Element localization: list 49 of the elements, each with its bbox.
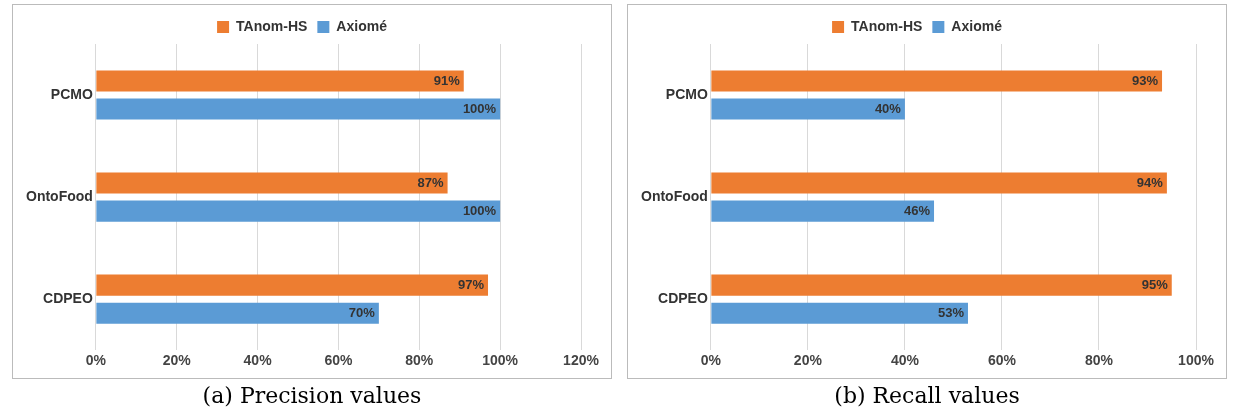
- bar: [711, 70, 1163, 92]
- legend-label: Axiomé: [336, 17, 388, 34]
- x-tick-label: 0%: [85, 352, 107, 369]
- bar: [96, 70, 464, 92]
- x-tick-label: 80%: [405, 352, 434, 369]
- bar: [711, 172, 1167, 194]
- data-label: 53%: [937, 304, 965, 320]
- bar: [711, 200, 935, 222]
- x-tick-label: 20%: [162, 352, 192, 369]
- x-tick-label: 60%: [324, 352, 353, 369]
- x-tick-label: 120%: [563, 352, 600, 369]
- legend-label: TAnom-HS: [851, 17, 923, 34]
- y-tick-label: PCMO: [665, 85, 708, 102]
- y-tick-label: OntoFood: [640, 187, 708, 204]
- bar: [96, 274, 489, 296]
- x-tick-label: 40%: [890, 352, 920, 369]
- text: (b) Recall values: [833, 383, 1021, 408]
- legend-label: TAnom-HS: [236, 17, 308, 34]
- text: (a) Precision values: [201, 383, 423, 408]
- data-label: 40%: [874, 100, 902, 116]
- data-label: 100%: [462, 100, 497, 116]
- data-label: 100%: [462, 202, 497, 218]
- x-tick-label: 20%: [793, 352, 823, 369]
- legend-label: Axiomé: [951, 17, 1003, 34]
- data-label: 93%: [1132, 72, 1159, 88]
- data-label: 95%: [1141, 276, 1169, 292]
- bar: [96, 302, 379, 324]
- bar: [711, 98, 905, 120]
- bar: [96, 172, 448, 194]
- bar: [96, 200, 501, 222]
- x-tick-label: 100%: [1178, 352, 1215, 369]
- data-label: 97%: [457, 276, 485, 292]
- data-label: 94%: [1136, 174, 1164, 190]
- x-tick-label: 0%: [700, 352, 722, 369]
- x-tick-label: 80%: [1084, 352, 1114, 369]
- data-label: 70%: [348, 304, 376, 320]
- bar: [711, 302, 968, 324]
- bar: [96, 98, 501, 120]
- y-tick-label: OntoFood: [25, 187, 93, 204]
- data-label: 46%: [903, 202, 931, 218]
- x-tick-label: 60%: [987, 352, 1017, 369]
- bar: [711, 274, 1172, 296]
- data-label: 87%: [417, 174, 445, 190]
- x-tick-label: 40%: [243, 352, 273, 369]
- data-label: 91%: [433, 72, 461, 88]
- y-tick-label: PCMO: [50, 85, 93, 102]
- y-tick-label: CDPEO: [658, 290, 708, 307]
- y-tick-label: CDPEO: [43, 290, 93, 307]
- x-tick-label: 100%: [482, 352, 519, 369]
